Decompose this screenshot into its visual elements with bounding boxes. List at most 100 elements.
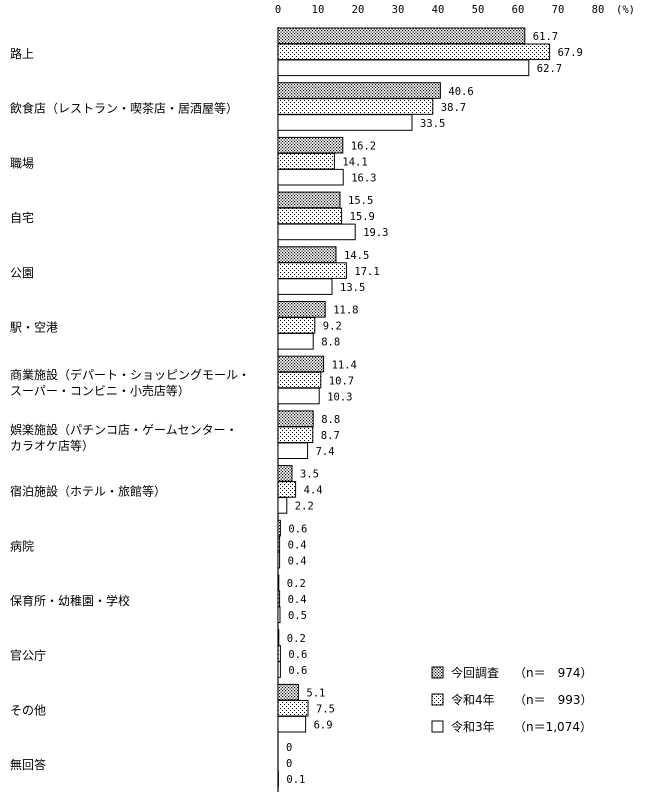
value-label: 15.5 bbox=[348, 195, 373, 207]
value-label: 9.2 bbox=[323, 321, 342, 333]
value-label: 0.6 bbox=[288, 649, 307, 661]
value-label: 62.7 bbox=[537, 63, 562, 75]
value-label: 0 bbox=[286, 758, 292, 770]
bar bbox=[277, 114, 413, 131]
value-label: 10.3 bbox=[327, 391, 352, 403]
value-label: 0.4 bbox=[288, 555, 307, 567]
bar bbox=[277, 27, 526, 45]
value-label: 0.6 bbox=[288, 523, 307, 535]
bar bbox=[277, 683, 299, 701]
value-label: 0.4 bbox=[288, 594, 307, 606]
bar bbox=[277, 136, 344, 154]
value-label: 67.9 bbox=[558, 47, 583, 59]
value-label: 16.3 bbox=[351, 173, 376, 185]
category-label: 保育所・幼稚園・学校 bbox=[10, 593, 130, 608]
value-label: 16.2 bbox=[351, 141, 376, 153]
bar bbox=[277, 481, 297, 498]
legend-series-name: 令和4年 bbox=[451, 692, 495, 707]
bar bbox=[277, 278, 333, 295]
bar bbox=[277, 98, 434, 115]
bar bbox=[277, 246, 337, 263]
value-label: 11.4 bbox=[332, 359, 357, 371]
x-unit-label: (%) bbox=[616, 4, 635, 16]
value-label: 0.2 bbox=[287, 578, 306, 590]
bar bbox=[277, 333, 314, 350]
bar bbox=[277, 465, 293, 482]
bar bbox=[277, 535, 281, 553]
x-tick-label: 80 bbox=[592, 4, 605, 16]
bar bbox=[277, 606, 281, 624]
bar bbox=[277, 645, 281, 662]
bar bbox=[277, 371, 322, 389]
category-label: 駅・空港 bbox=[10, 321, 58, 335]
x-tick-label: 70 bbox=[552, 4, 565, 16]
value-label: 0.2 bbox=[287, 633, 306, 645]
bar bbox=[277, 191, 341, 209]
value-label: 0.4 bbox=[288, 539, 307, 551]
value-label: 0.5 bbox=[288, 610, 307, 622]
bar bbox=[277, 519, 281, 537]
value-label: 11.8 bbox=[333, 305, 358, 317]
value-label: 17.1 bbox=[354, 266, 379, 278]
value-label: 61.7 bbox=[533, 31, 558, 43]
value-label: 40.6 bbox=[448, 86, 473, 98]
bar bbox=[277, 661, 281, 678]
x-tick-label: 0 bbox=[275, 4, 281, 16]
category-label: 路上 bbox=[10, 46, 34, 61]
x-tick-label: 10 bbox=[312, 4, 325, 16]
legend-n-label: （n＝1,074） bbox=[514, 720, 592, 734]
legend-n-label: （n＝ 974） bbox=[514, 666, 593, 680]
category-label: 娯楽施設（パチンコ店・ゲームセンター・カラオケ店等） bbox=[10, 422, 238, 453]
bar bbox=[277, 82, 441, 99]
category-label: 商業施設（デパート・ショッピングモール・スーパー・コンビニ・小売店等） bbox=[10, 367, 250, 398]
bar bbox=[277, 574, 280, 592]
value-label: 2.2 bbox=[295, 501, 314, 513]
value-label: 10.7 bbox=[329, 375, 354, 387]
bar bbox=[277, 59, 530, 77]
legend-swatch bbox=[431, 666, 444, 679]
value-label: 8.7 bbox=[321, 430, 340, 442]
x-tick-label: 40 bbox=[432, 4, 445, 16]
category-label: 宿泊施設（ホテル・旅館等） bbox=[10, 484, 166, 499]
bar bbox=[277, 223, 356, 241]
legend-swatch bbox=[431, 693, 444, 706]
category-label: 飲食店（レストラン・喫茶店・居酒屋等） bbox=[10, 101, 238, 116]
x-tick-label: 60 bbox=[512, 4, 525, 16]
value-label: 33.5 bbox=[420, 118, 445, 130]
bar bbox=[277, 152, 335, 170]
bar bbox=[277, 410, 314, 427]
bar bbox=[277, 262, 347, 279]
bar bbox=[277, 426, 314, 443]
legend-swatch bbox=[431, 720, 444, 733]
bar bbox=[277, 317, 316, 334]
bar bbox=[277, 442, 309, 459]
category-label: 職場 bbox=[10, 156, 34, 170]
value-label: 0 bbox=[286, 742, 292, 754]
value-label: 3.5 bbox=[300, 469, 319, 481]
category-label: 官公庁 bbox=[10, 648, 46, 663]
value-label: 8.8 bbox=[321, 414, 340, 426]
value-label: 14.1 bbox=[342, 157, 367, 169]
value-label: 14.5 bbox=[344, 250, 369, 262]
value-label: 6.9 bbox=[314, 720, 333, 732]
value-label: 7.5 bbox=[316, 704, 335, 716]
value-label: 13.5 bbox=[340, 282, 365, 294]
category-label: 病院 bbox=[10, 538, 34, 553]
x-tick-label: 20 bbox=[352, 4, 365, 16]
bar bbox=[277, 551, 281, 569]
x-tick-label: 30 bbox=[392, 4, 405, 16]
value-label: 38.7 bbox=[441, 102, 466, 114]
bar bbox=[277, 590, 281, 608]
legend-series-name: 今回調査 bbox=[451, 665, 499, 680]
value-label: 4.4 bbox=[304, 485, 323, 497]
bar bbox=[277, 207, 343, 225]
value-label: 0.1 bbox=[286, 774, 305, 786]
value-label: 15.9 bbox=[350, 211, 375, 223]
category-label: その他 bbox=[10, 703, 46, 717]
bar bbox=[277, 497, 288, 514]
category-label: 公園 bbox=[10, 266, 34, 280]
bar bbox=[277, 43, 551, 61]
bar bbox=[277, 355, 325, 373]
bar bbox=[277, 301, 326, 318]
